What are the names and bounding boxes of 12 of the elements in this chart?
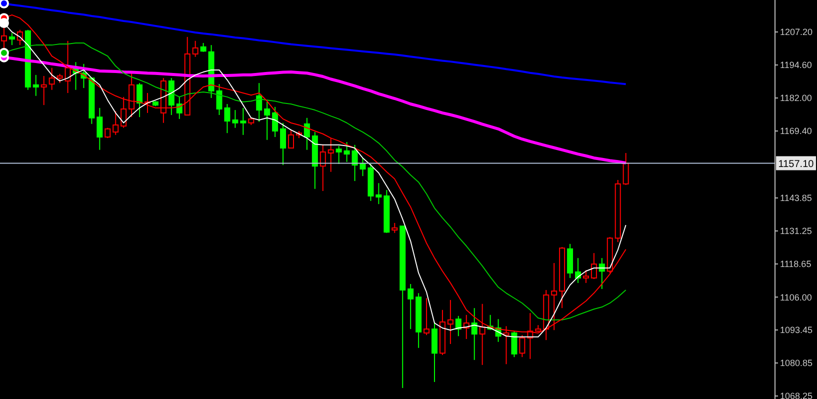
y-tick-label: 1118.65 (780, 259, 812, 270)
ref-line-label: 1157.10 (778, 159, 814, 170)
y-tick-label: 1106.00 (780, 292, 812, 302)
y-tick-label: 1143.85 (780, 193, 812, 204)
y-tick-label: 1169.40 (780, 126, 812, 136)
y-tick-label: 1131.25 (780, 226, 812, 236)
y-tick-label: 1207.20 (780, 27, 813, 38)
y-tick-label: 1080.85 (780, 358, 813, 368)
y-tick-label: 1068.25 (780, 391, 813, 399)
y-tick-label: 1093.45 (780, 325, 813, 336)
y-tick-label: 1194.60 (780, 60, 812, 70)
y-tick-label: 1182.00 (780, 93, 812, 104)
